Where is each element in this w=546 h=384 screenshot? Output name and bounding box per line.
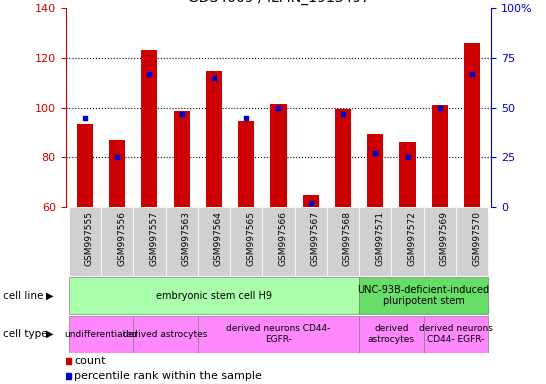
Text: GSM997569: GSM997569 — [440, 211, 449, 266]
Text: percentile rank within the sample: percentile rank within the sample — [74, 371, 262, 381]
Bar — [262, 207, 295, 276]
Text: GSM997570: GSM997570 — [472, 211, 481, 266]
Bar — [456, 207, 488, 276]
Text: embryonic stem cell H9: embryonic stem cell H9 — [156, 291, 272, 301]
Text: GSM997564: GSM997564 — [214, 211, 223, 266]
Bar — [391, 207, 424, 276]
Bar — [69, 316, 133, 353]
Point — [306, 200, 315, 207]
Bar — [133, 207, 165, 276]
Title: GDS4669 / ILMN_1913497: GDS4669 / ILMN_1913497 — [187, 0, 370, 5]
Bar — [327, 207, 359, 276]
Point — [113, 154, 122, 161]
Bar — [359, 207, 391, 276]
Point — [468, 71, 477, 77]
Text: GSM997567: GSM997567 — [311, 211, 320, 266]
Bar — [359, 277, 488, 314]
Bar — [109, 140, 125, 207]
Text: GSM997565: GSM997565 — [246, 211, 255, 266]
Text: GSM997566: GSM997566 — [278, 211, 287, 266]
Point — [242, 114, 251, 121]
Bar — [141, 50, 157, 207]
Bar — [198, 316, 359, 353]
Bar — [238, 121, 254, 207]
Text: cell type: cell type — [3, 329, 48, 339]
Bar — [174, 111, 190, 207]
Text: GSM997571: GSM997571 — [375, 211, 384, 266]
Point — [403, 154, 412, 161]
Text: UNC-93B-deficient-induced
pluripotent stem: UNC-93B-deficient-induced pluripotent st… — [358, 285, 490, 306]
Bar — [295, 207, 327, 276]
Bar — [464, 43, 480, 207]
Point — [435, 104, 444, 111]
Bar — [230, 207, 262, 276]
Text: count: count — [74, 356, 106, 366]
Text: ▶: ▶ — [46, 291, 54, 301]
Text: GSM997563: GSM997563 — [182, 211, 191, 266]
Bar — [165, 207, 198, 276]
Point — [371, 151, 379, 157]
Bar — [335, 109, 351, 207]
Text: GSM997556: GSM997556 — [117, 211, 126, 266]
Bar — [432, 105, 448, 207]
Text: derived astrocytes: derived astrocytes — [123, 329, 207, 339]
Bar — [270, 104, 287, 207]
Bar — [424, 316, 488, 353]
Bar — [133, 316, 198, 353]
Bar — [198, 207, 230, 276]
Point — [210, 74, 218, 81]
Text: derived
astrocytes: derived astrocytes — [368, 324, 415, 344]
Bar — [400, 142, 416, 207]
Bar — [206, 71, 222, 207]
Bar — [69, 277, 359, 314]
Bar — [101, 207, 133, 276]
Point — [177, 111, 186, 117]
Text: cell line: cell line — [3, 291, 43, 301]
Bar — [359, 316, 424, 353]
Text: GSM997572: GSM997572 — [407, 211, 417, 266]
Point — [274, 104, 283, 111]
Bar — [424, 207, 456, 276]
Point — [145, 71, 154, 77]
Text: GSM997555: GSM997555 — [85, 211, 94, 266]
Text: GSM997568: GSM997568 — [343, 211, 352, 266]
Text: undifferentiated: undifferentiated — [64, 329, 138, 339]
Bar — [69, 207, 101, 276]
Text: GSM997557: GSM997557 — [150, 211, 158, 266]
Point — [80, 114, 89, 121]
Bar — [367, 134, 383, 207]
Text: ▶: ▶ — [46, 329, 54, 339]
Point — [339, 111, 347, 117]
Bar — [302, 195, 319, 207]
Bar — [77, 124, 93, 207]
Text: derived neurons CD44-
EGFR-: derived neurons CD44- EGFR- — [226, 324, 331, 344]
Text: derived neurons
CD44- EGFR-: derived neurons CD44- EGFR- — [419, 324, 493, 344]
